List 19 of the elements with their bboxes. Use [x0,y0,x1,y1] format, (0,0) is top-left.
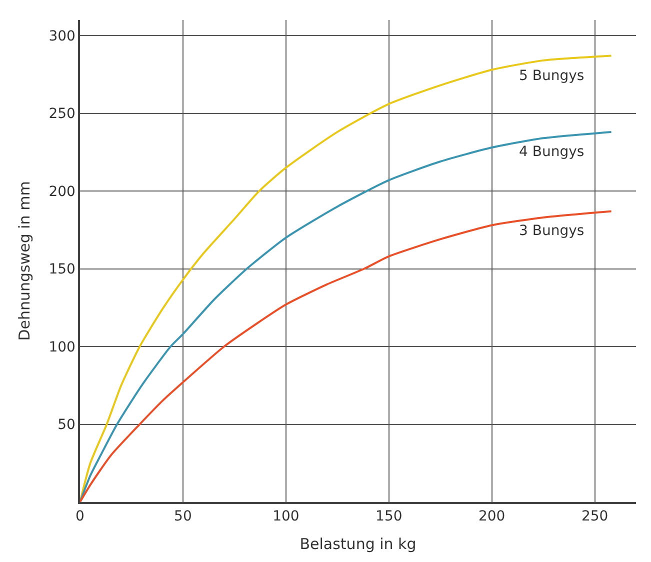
x-tick-label: 100 [272,508,300,525]
x-tick-label: 250 [581,508,608,525]
series-label: 5 Bungys [519,68,584,84]
y-tick-label: 250 [48,106,76,122]
y-tick-label: 200 [48,184,76,200]
x-tick-label: 150 [376,508,402,525]
y-tick-label: 150 [48,262,76,278]
series-label: 4 Bungys [519,144,584,160]
line-series [80,210,612,502]
y-axis-title: Dehnungsweg in mm [15,181,34,341]
y-tick-label: 300 [48,28,76,44]
x-tick-label: 200 [478,508,506,525]
x-tick-label: 0 [76,508,84,525]
series-label: 3 Bungys [519,223,584,239]
y-tick-label: 100 [48,339,76,356]
x-axis-title: Belastung in kg [300,535,416,554]
x-tick-label: 50 [174,508,192,525]
y-tick-label: 50 [58,417,76,434]
line-series [80,130,612,502]
